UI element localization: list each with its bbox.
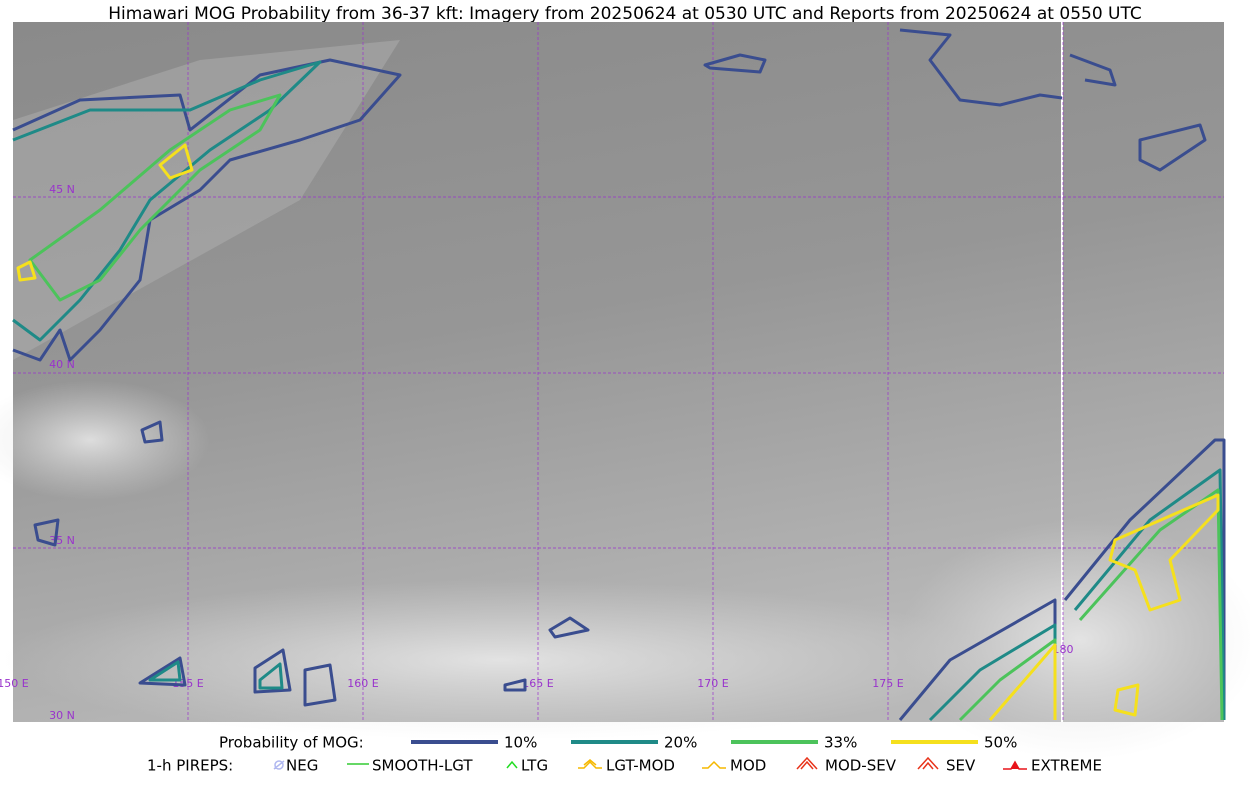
legend-label: MOD [730, 757, 766, 775]
legend-label: EXTREME [1031, 757, 1102, 775]
contour [28, 93, 282, 302]
lon-label: 170 E [697, 677, 728, 690]
contour [12, 58, 402, 362]
contours [12, 28, 1226, 722]
legend-label: LGT-MOD [606, 757, 675, 775]
contour [12, 60, 322, 342]
pirep-icon [506, 760, 518, 769]
legend-label: NEG [286, 757, 318, 775]
contour [33, 420, 590, 707]
legend-title: 1-h PIREPS: [147, 757, 233, 775]
legend-label: 20% [664, 734, 697, 752]
lat-label: 40 N [49, 358, 75, 371]
lon-label: 160 E [347, 677, 378, 690]
legend-label: SMOOTH-LGT [372, 757, 473, 775]
pirep-icon [796, 756, 818, 770]
legend-label: LTG [521, 757, 548, 775]
pirep-icon [578, 759, 602, 769]
pirep-icon [917, 756, 939, 770]
lon-label: 180 [1053, 643, 1074, 656]
lon-label: 175 E [872, 677, 903, 690]
legend-title: Probability of MOG: [219, 734, 364, 752]
cloud-band [0, 380, 210, 500]
cloud-band [0, 580, 1000, 740]
legend-label: MOD-SEV [825, 757, 897, 775]
cloud-band [900, 520, 1250, 760]
lat-label: 45 N [49, 183, 75, 196]
contour [988, 493, 1220, 721]
title: Himawari MOG Probability from 36-37 kft:… [108, 4, 1142, 24]
cloud-band [13, 40, 400, 360]
contour [703, 28, 1207, 172]
lon-label: 150 E [0, 677, 29, 690]
legend-label: SEV [946, 757, 976, 775]
legend-label: 50% [984, 734, 1017, 752]
legend-label: 10% [504, 734, 537, 752]
contour [148, 660, 284, 690]
pirep-icon [1003, 760, 1027, 770]
lon-label: 165 E [522, 677, 553, 690]
legend-label: 33% [824, 734, 857, 752]
contour [16, 143, 194, 282]
pirep-icon [273, 760, 285, 770]
pirep-icon [702, 760, 726, 769]
legend: Probability of MOG: 10% 20% 33% 50% 1-h PIREP… [147, 734, 1102, 775]
lat-label: 30 N [49, 709, 75, 722]
